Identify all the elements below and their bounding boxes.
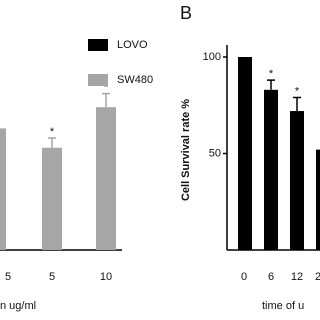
x-tick-label: 5 <box>49 271 55 283</box>
x-tick-label: 12 <box>291 271 303 283</box>
bar <box>96 107 116 251</box>
bar <box>316 149 320 250</box>
significance-mark: * <box>104 82 109 94</box>
x-tick-label: 2 <box>315 271 320 283</box>
panel-label: B <box>180 3 192 23</box>
error-bar <box>293 96 301 112</box>
legend-label: SW480 <box>117 74 153 86</box>
y-axis-label: Cell Survival rate % <box>180 99 192 201</box>
x-tick-label: 6 <box>268 271 274 283</box>
legend-swatch <box>88 74 108 86</box>
error-bar <box>48 137 56 148</box>
bar <box>42 147 62 250</box>
error-bar <box>267 79 275 90</box>
x-axis-label: n ug/ml <box>0 300 36 312</box>
x-tick-label: 10 <box>100 271 112 283</box>
bar <box>238 57 252 250</box>
x-tick-label: 5 <box>5 271 11 283</box>
y-tick-label: 100 <box>203 51 221 63</box>
significance-mark: * <box>295 85 300 97</box>
legend-label: LOVO <box>117 39 148 51</box>
x-tick-label: 0 <box>241 271 247 283</box>
error-bar <box>102 92 110 108</box>
x-axis-label: time of u <box>262 300 304 312</box>
legend-swatch <box>88 39 108 51</box>
significance-mark: * <box>50 126 55 138</box>
bar <box>264 89 278 250</box>
bar <box>0 128 6 250</box>
y-tick-label: 50 <box>209 147 221 159</box>
significance-mark: * <box>269 68 274 80</box>
bar <box>290 111 304 250</box>
